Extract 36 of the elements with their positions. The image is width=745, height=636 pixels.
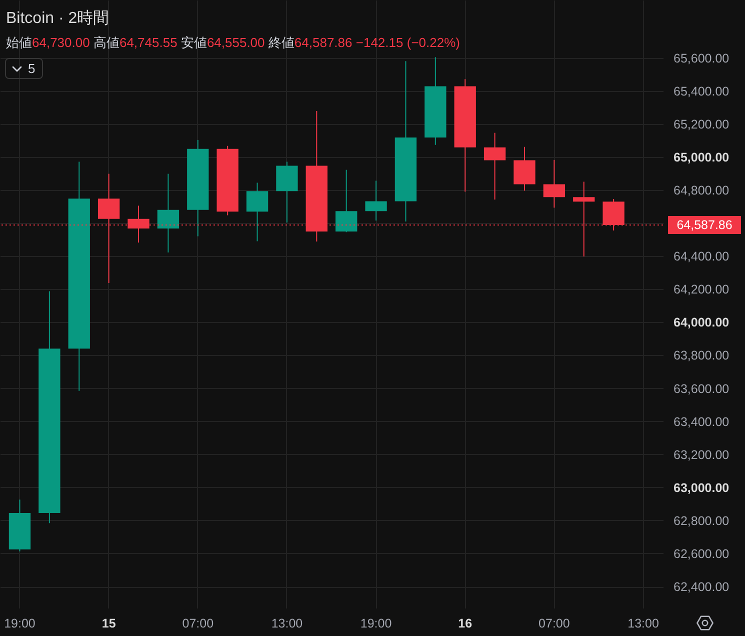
x-tick-label: 15 [102, 616, 116, 630]
y-tick-label: 65,000.00 [674, 150, 730, 164]
y-tick-label: 63,000.00 [674, 480, 730, 495]
x-tick-label: 13:00 [271, 616, 303, 630]
y-tick-label: 64,000.00 [674, 316, 730, 330]
candlestick [514, 146, 536, 192]
toggle-button: 5 [5, 58, 44, 79]
y-tick-label: 63,600.00 [674, 382, 730, 396]
y-tick-label: 65,400.00 [674, 84, 730, 98]
candlestick [543, 159, 566, 208]
ref-line-label: 64,587.86 [676, 218, 732, 232]
y-tick-label: 63,800.00 [674, 348, 730, 363]
candlestick [336, 169, 358, 233]
x-tick-label: 19:00 [360, 616, 392, 630]
y-tick-label: 62,600.00 [674, 546, 730, 561]
y-tick-label: 64,400.00 [674, 250, 730, 264]
annotation: 5 [28, 61, 36, 76]
text: 始値64,730.00 高値64,745.55 安値64,555.00 終値64,587.86 −142.15 (−0.22%) [6, 35, 460, 50]
x-tick-label: 07:00 [538, 616, 570, 630]
y-tick-label: 64,800.00 [674, 184, 730, 198]
y-tick-label: 63,200.00 [674, 448, 730, 462]
x-tick-label: 13:00 [628, 616, 659, 630]
text: Bitcoin · 2時間 [6, 9, 110, 29]
x-tick-label: 19:00 [4, 616, 36, 630]
x-tick-label: 07:00 [182, 616, 214, 630]
candlestick [246, 182, 268, 242]
y-tick-label: 65,200.00 [674, 117, 730, 132]
candlestick [484, 132, 506, 200]
candlestick [157, 173, 180, 253]
y-tick-label: 62,400.00 [674, 580, 730, 594]
y-tick-label: 64,200.00 [674, 282, 730, 297]
y-tick-label: 62,800.00 [674, 514, 730, 528]
candlestick [365, 180, 387, 222]
x-tick-label: 16 [458, 616, 472, 630]
y-tick-label: 63,400.00 [674, 414, 730, 429]
y-tick-label: 65,600.00 [674, 51, 730, 66]
